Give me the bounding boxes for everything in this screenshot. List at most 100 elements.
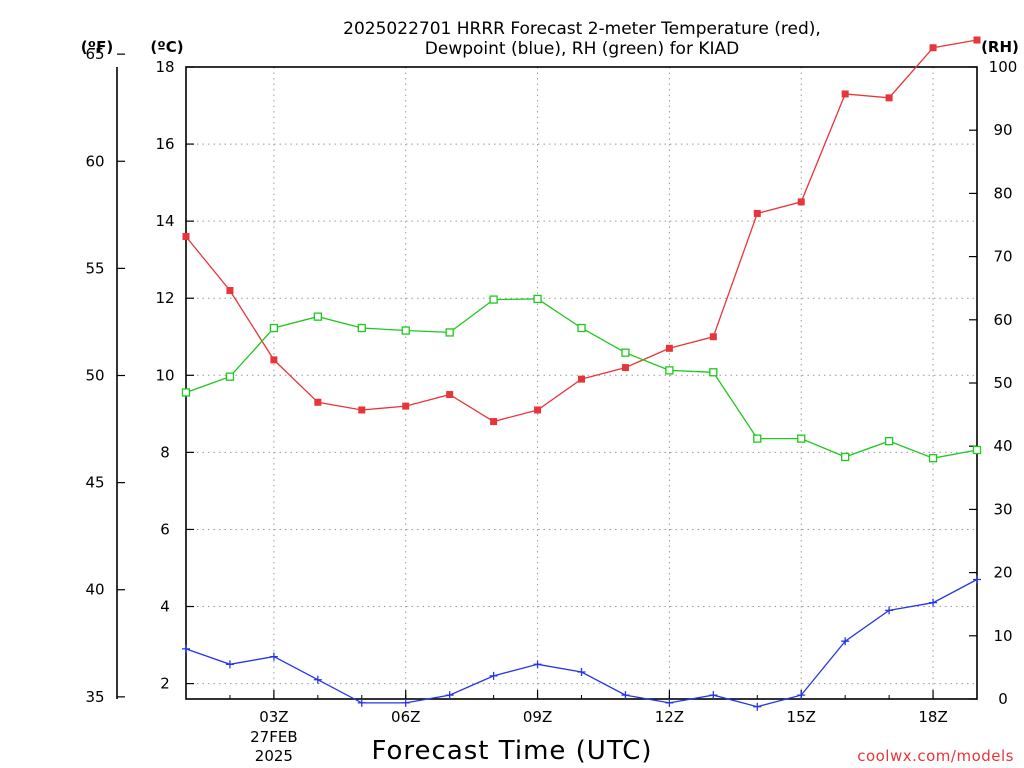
rh-tick-label: 10: [993, 627, 1012, 645]
rh-point: [181, 388, 191, 397]
x-tick-label: 12Z: [655, 708, 684, 726]
temperature-point: [578, 375, 585, 383]
dewpoint-point: [313, 675, 322, 684]
dewpoint-point: [225, 660, 234, 669]
temperature-point: [446, 391, 454, 399]
x-axis-title: Forecast Time (UTC): [371, 736, 652, 766]
temperature-point: [709, 333, 717, 341]
rh-tick-label: 20: [993, 564, 1012, 582]
rh-tick-label: 30: [993, 500, 1012, 518]
rh-point: [577, 323, 586, 333]
rh-tick-label: 50: [993, 374, 1012, 392]
temperature-point: [534, 406, 542, 414]
data-series: [181, 36, 982, 711]
rh-point: [753, 434, 762, 443]
temperature-point: [490, 418, 498, 426]
dewpoint-point: [182, 644, 190, 653]
celsius-tick-label: 16: [155, 135, 174, 153]
rh-point: [401, 326, 410, 335]
temperature-point: [314, 398, 322, 406]
fahrenheit-tick-label: 65: [85, 45, 104, 63]
dewpoint-point: [709, 691, 718, 700]
temperature-point: [885, 94, 893, 102]
dewpoint-point: [973, 575, 981, 584]
celsius-tick-label: 2: [160, 675, 170, 693]
rh-point: [928, 454, 938, 463]
celsius-tick-label: 4: [160, 598, 170, 616]
chart-title-line-2: Dewpoint (blue), RH (green) for KIAD: [425, 39, 739, 59]
celsius-tick-label: 10: [155, 366, 174, 384]
temperature-point: [973, 36, 981, 44]
rh-point: [621, 348, 630, 357]
temperature-point: [621, 364, 629, 372]
fahrenheit-tick-label: 55: [85, 259, 104, 277]
dewpoint-point: [841, 637, 850, 646]
rh-tick-label: 100: [989, 58, 1018, 76]
rh-point: [665, 366, 674, 375]
dewpoint-point: [489, 671, 498, 680]
series-line: [185, 39, 978, 423]
rh-point: [269, 323, 279, 333]
temperature-point: [797, 198, 805, 206]
temperature-point: [929, 44, 937, 52]
fahrenheit-tick-label: 60: [85, 152, 104, 170]
temperature-point: [841, 90, 849, 98]
temperature-point: [182, 233, 190, 241]
axis-ticks: 2 4 6 8 10 12 14 16 18 35 40 45 50 55 60 65 0 10 20 30 40 50 6…: [85, 45, 1017, 765]
fahrenheit-tick-label: 50: [85, 367, 104, 385]
x-tick-label: 15Z: [787, 708, 816, 726]
x-tick-label: 09Z: [523, 708, 552, 726]
dewpoint-point: [753, 702, 762, 711]
dewpoint-point: [269, 652, 278, 661]
rh-point: [797, 434, 806, 443]
dewpoint-point: [665, 698, 674, 707]
rh-point: [225, 372, 235, 381]
dewpoint-point: [797, 691, 806, 700]
dewpoint-point: [401, 698, 410, 707]
x-date-label: 27FEB: [250, 728, 297, 746]
rh-point: [972, 445, 982, 455]
temperature-point: [665, 344, 673, 352]
fahrenheit-tick-label: 45: [85, 474, 104, 492]
rh-point: [884, 436, 894, 446]
celsius-tick-label: 14: [155, 212, 174, 230]
credit-text: coolwx.com/models: [857, 747, 1014, 765]
dewpoint-point: [577, 668, 586, 677]
rh-point: [313, 312, 322, 321]
plot-frame: [185, 66, 978, 700]
rh-unit-label: (RH): [981, 38, 1019, 56]
temperature-point: [402, 402, 410, 410]
chart-title-line-1: 2025022701 HRRR Forecast 2-meter Tempera…: [343, 19, 821, 39]
temperature-point: [753, 209, 761, 217]
temperature-point: [226, 287, 234, 295]
temperature-point: [358, 406, 366, 414]
celsius-unit-label: (ºC): [150, 38, 183, 56]
x-date-label: 2025: [255, 747, 293, 765]
rh-tick-label: 40: [993, 437, 1012, 455]
x-tick-label: 06Z: [391, 708, 420, 726]
dewpoint-point: [445, 691, 454, 700]
dewpoint-point: [533, 660, 542, 669]
dewpoint-point: [929, 598, 938, 607]
temperature-point: [270, 356, 278, 364]
fahrenheit-tick-label: 40: [85, 581, 104, 599]
dewpoint-point: [357, 698, 366, 707]
rh-point: [357, 323, 366, 333]
rh-point: [841, 452, 850, 462]
rh-tick-label: 60: [993, 311, 1012, 329]
celsius-tick-label: 6: [160, 520, 170, 538]
series-line: [185, 578, 978, 708]
dewpoint-point: [621, 691, 630, 700]
x-tick-label: 18Z: [918, 708, 947, 726]
rh-point: [489, 295, 498, 304]
celsius-tick-label: 8: [160, 443, 170, 461]
rh-tick-label: 80: [993, 184, 1012, 202]
rh-point: [709, 368, 718, 377]
rh-tick-label: 0: [998, 690, 1008, 708]
fahrenheit-tick-label: 35: [85, 688, 104, 706]
celsius-tick-label: 12: [155, 289, 174, 307]
rh-tick-label: 90: [993, 121, 1012, 139]
x-tick-label: 03Z: [259, 708, 288, 726]
rh-point: [445, 328, 454, 337]
